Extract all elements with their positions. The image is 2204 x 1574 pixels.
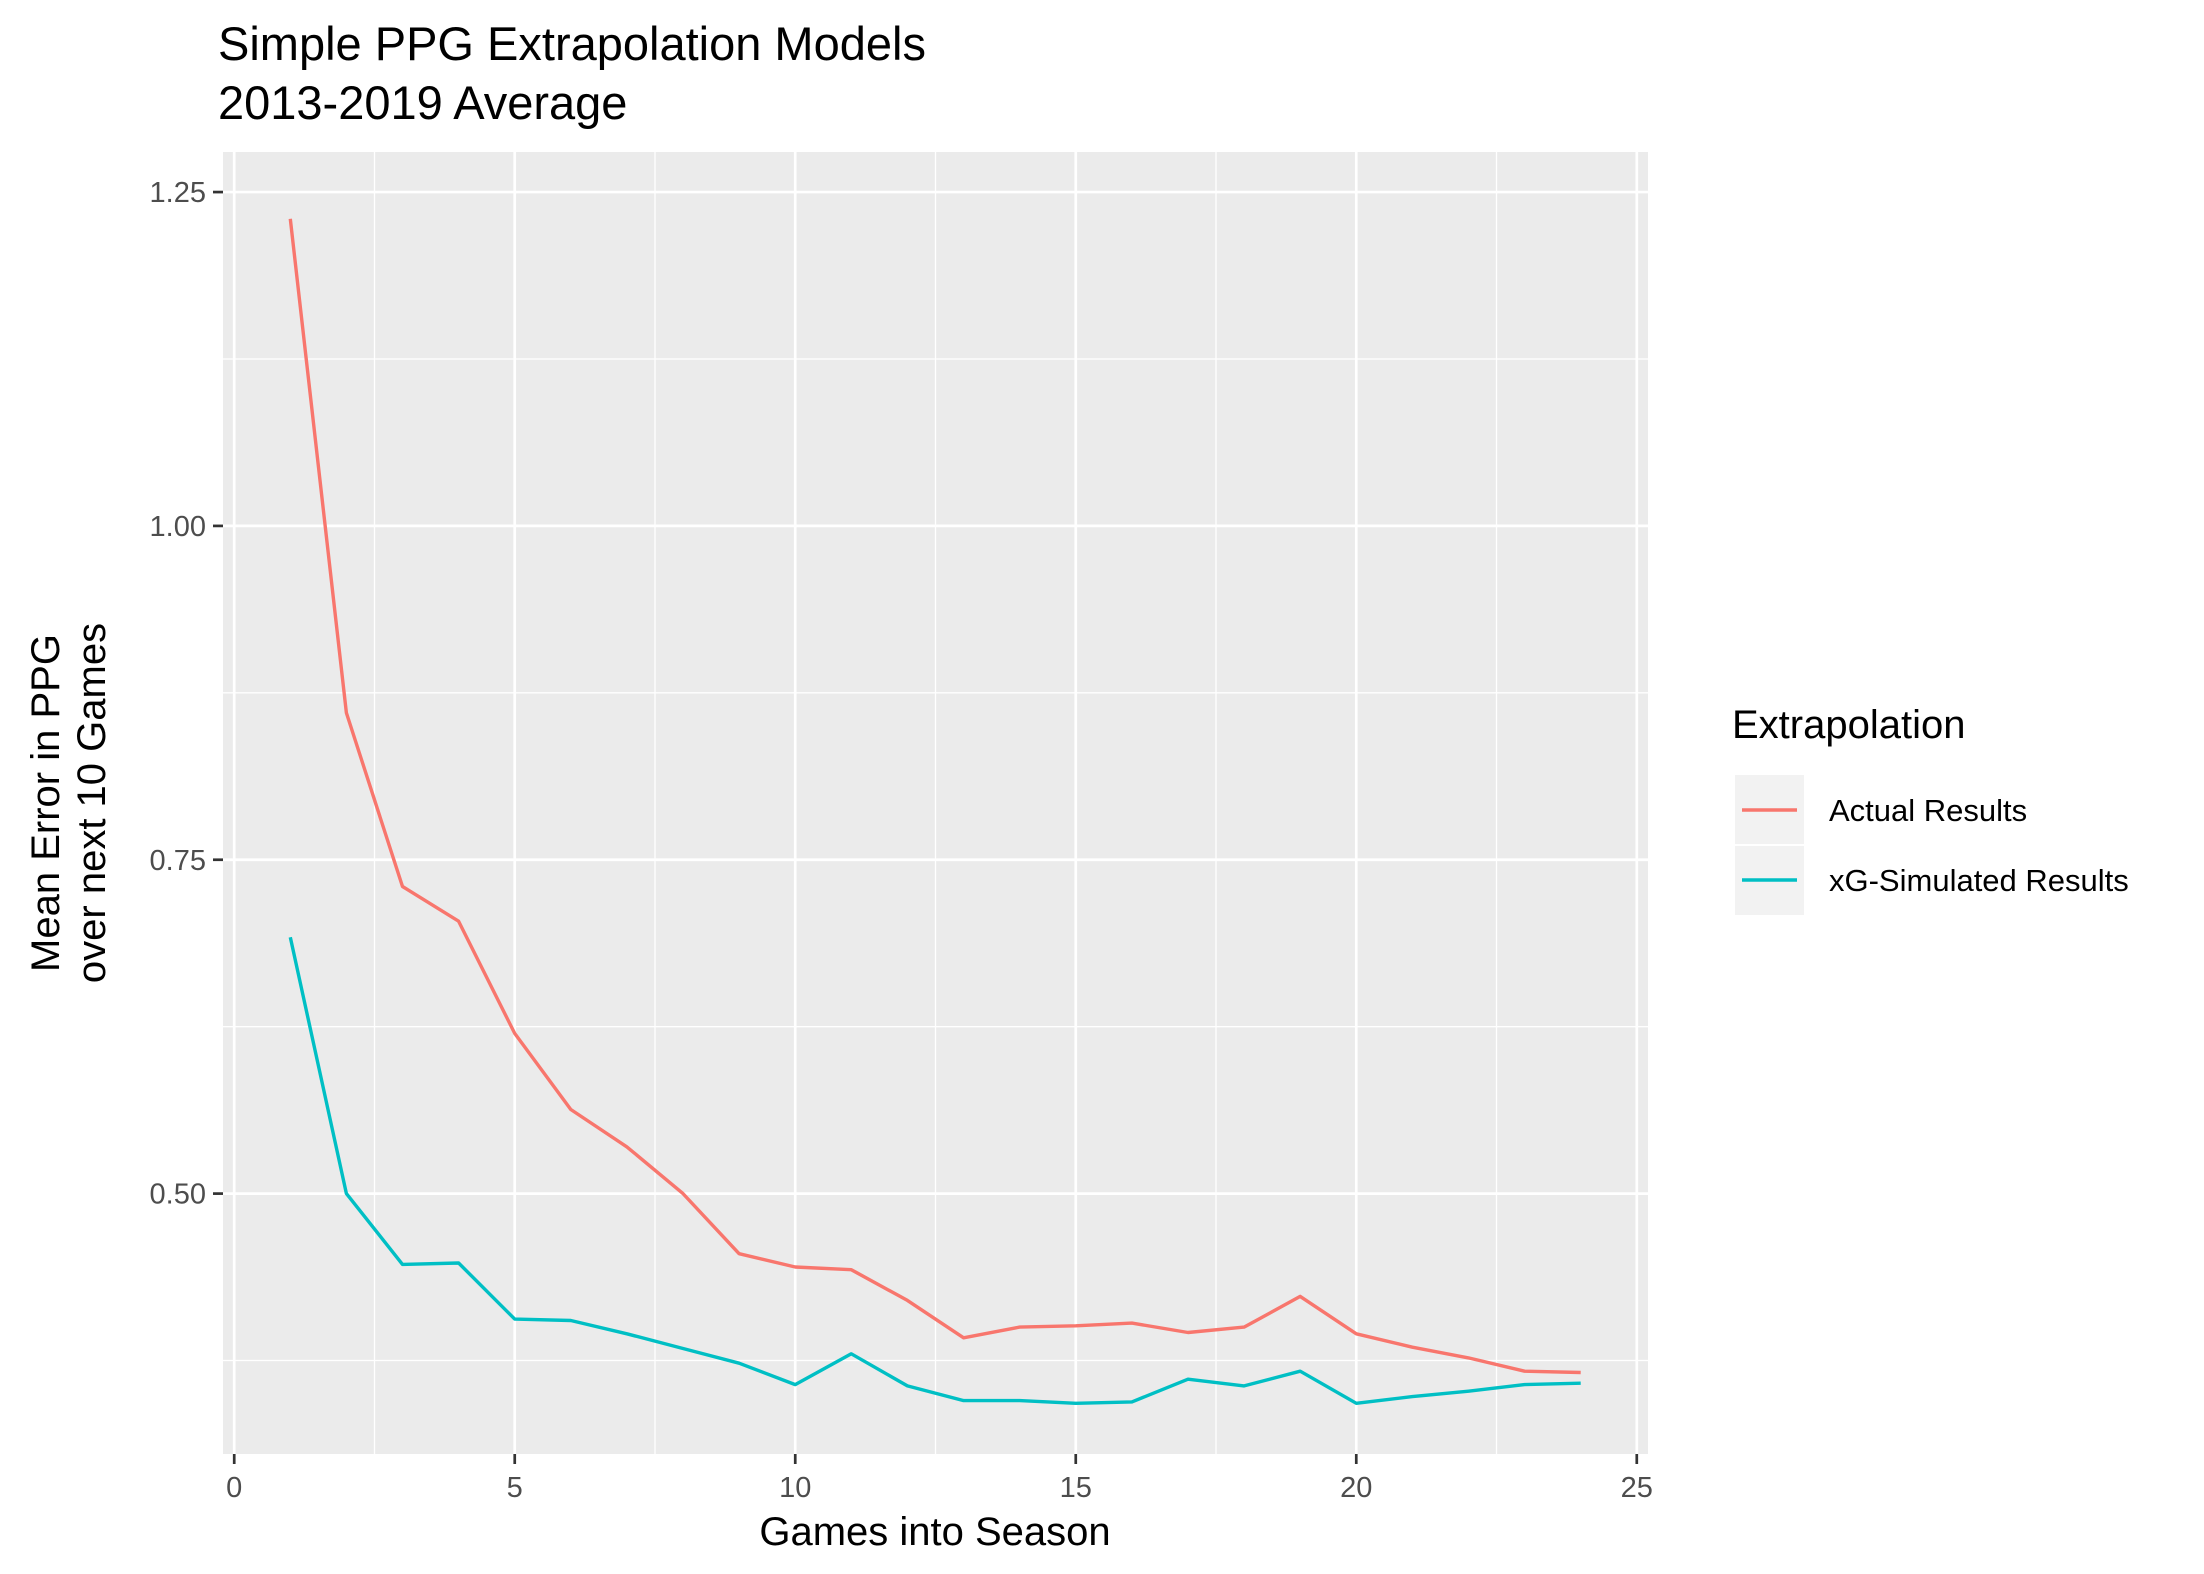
x-axis: 0 5 10 15 20 25 [226, 1454, 1653, 1504]
y-tick-label: 0.75 [150, 845, 206, 877]
x-tick-label: 10 [779, 1472, 811, 1504]
y-tick-label: 1.25 [150, 177, 206, 209]
x-axis-title: Games into Season [759, 1510, 1110, 1554]
series-line-actual-results [288, 218, 1581, 1375]
legend-label-xg-simulated-results: xG-Simulated Results [1829, 863, 2129, 898]
grid-major [223, 152, 1648, 1454]
x-tick-label: 25 [1621, 1472, 1653, 1504]
y-tick-label: 1.00 [150, 511, 206, 543]
x-tick-label: 0 [226, 1472, 242, 1504]
y-axis-title-line-2: over next 10 Games [70, 623, 114, 983]
x-tick-label: 20 [1340, 1472, 1372, 1504]
series-lines [288, 218, 1581, 1406]
legend-label-actual-results: Actual Results [1829, 793, 2027, 828]
x-tick-label: 5 [507, 1472, 523, 1504]
series-line-xg-simulated-results [288, 936, 1581, 1406]
x-tick-label: 15 [1060, 1472, 1092, 1504]
y-axis-title-line-1: Mean Error in PPG [24, 634, 68, 972]
chart-title: Simple PPG Extrapolation Models [218, 17, 926, 70]
y-tick-label: 0.50 [150, 1179, 206, 1211]
grid-minor [223, 152, 1648, 1454]
chart-subtitle: 2013-2019 Average [218, 76, 627, 129]
legend: Extrapolation Actual Results xG-Simulate… [1732, 703, 2129, 915]
y-axis: 0.50 0.75 1.00 1.25 [150, 177, 223, 1211]
legend-title: Extrapolation [1732, 703, 1965, 747]
